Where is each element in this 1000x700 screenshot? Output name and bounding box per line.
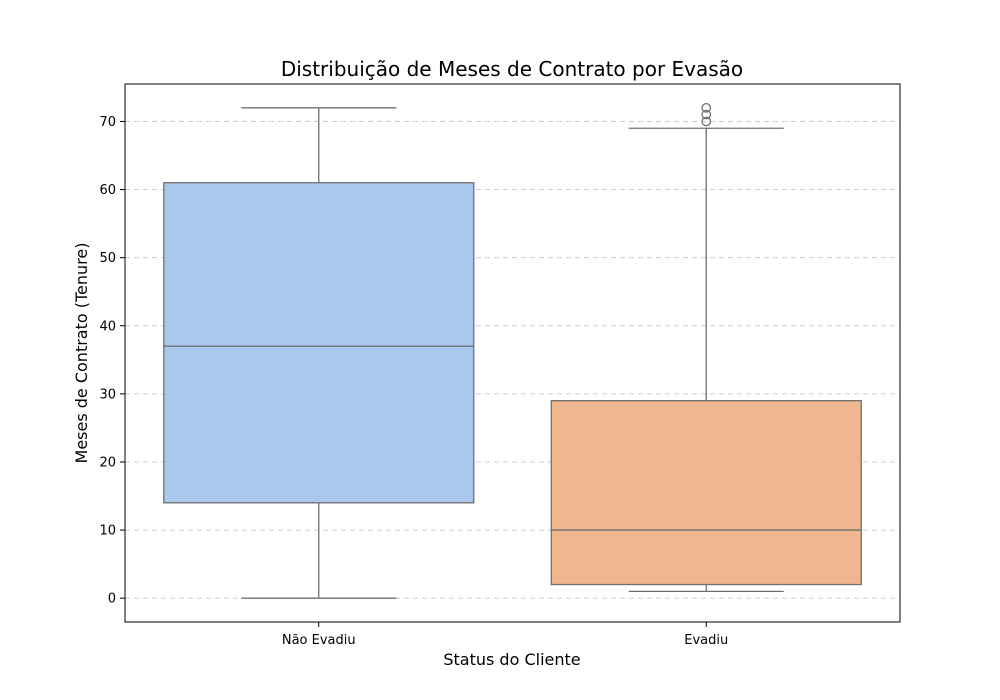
outlier-point (701, 116, 712, 127)
y-axis-label: Meses de Contrato (Tenure) (72, 243, 91, 464)
box-iqr (163, 182, 475, 504)
y-tick-label: 50 (99, 251, 116, 266)
x-axis-label: Status do Cliente (443, 650, 580, 669)
y-tick-label: 70 (99, 115, 116, 130)
box-iqr (550, 400, 862, 586)
box-group (163, 107, 475, 599)
chart-title: Distribuição de Meses de Contrato por Ev… (281, 57, 743, 81)
outlier-point (701, 102, 712, 113)
outlier-point (701, 109, 712, 120)
x-axis-ticks: Não Evadiu Evadiu (282, 622, 728, 648)
box-plots (163, 102, 862, 599)
y-axis-ticks: 0 10 20 30 40 50 60 70 (99, 115, 125, 607)
plot-frame (124, 83, 901, 623)
y-tick-label: 30 (99, 387, 116, 402)
y-tick-label: 10 (99, 524, 116, 539)
x-tick-label: Não Evadiu (282, 633, 356, 648)
y-tick-label: 0 (108, 592, 116, 607)
y-tick-label: 20 (99, 455, 116, 470)
y-tick-label: 60 (99, 183, 116, 198)
box-group (550, 102, 862, 593)
y-tick-label: 40 (99, 319, 116, 334)
x-tick-label: Evadiu (684, 633, 728, 648)
